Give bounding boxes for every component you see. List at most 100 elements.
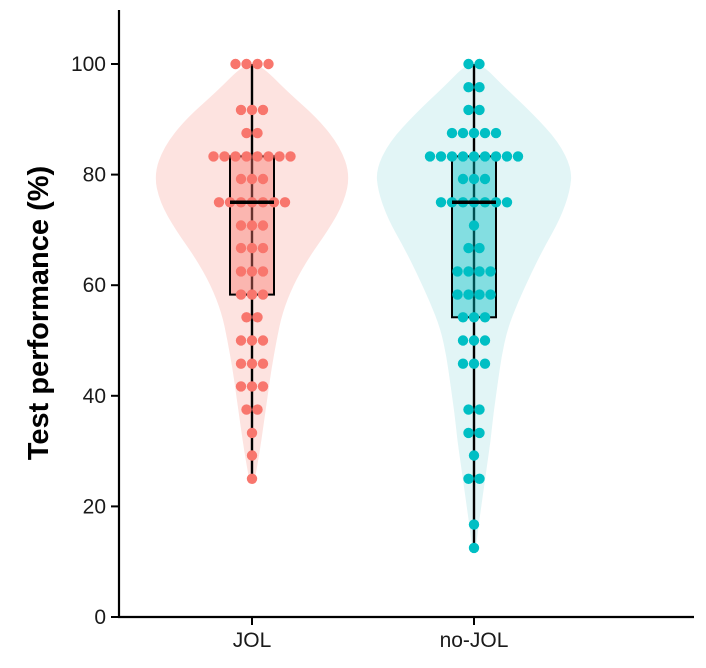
data-point-no-jol (457, 151, 469, 162)
y-tick-label-40: 40 (83, 385, 106, 408)
data-point-jol (257, 242, 269, 254)
data-point-jol (235, 358, 247, 369)
data-point-jol (213, 197, 225, 208)
data-point-jol (241, 58, 252, 70)
data-point-no-jol (468, 358, 480, 369)
data-point-no-jol (490, 151, 502, 162)
data-point-jol (235, 266, 247, 277)
data-point-no-jol (474, 289, 485, 300)
data-point-jol (235, 220, 247, 231)
data-point-jol (241, 404, 252, 415)
data-point-jol (241, 151, 252, 162)
data-point-no-jol (468, 173, 480, 185)
data-point-no-jol (512, 151, 524, 162)
data-point-no-jol (435, 151, 447, 162)
data-point-no-jol (501, 197, 513, 208)
data-point-jol (257, 220, 269, 231)
data-point-no-jol (490, 127, 502, 139)
data-point-no-jol (452, 289, 463, 300)
data-point-no-jol (474, 473, 485, 484)
data-point-no-jol (501, 151, 513, 162)
y-tick-label-80: 80 (83, 164, 106, 187)
data-point-no-jol (468, 519, 480, 530)
data-point-no-jol (457, 173, 469, 185)
data-point-no-jol (468, 312, 480, 323)
data-point-jol (252, 151, 263, 162)
data-point-no-jol (457, 312, 469, 323)
data-point-no-jol (452, 266, 463, 277)
data-point-jol (257, 266, 269, 277)
data-point-jol (246, 450, 258, 461)
data-point-no-jol (485, 266, 496, 277)
data-point-no-jol (463, 289, 474, 300)
data-point-jol (257, 104, 269, 116)
data-point-jol (257, 358, 269, 369)
data-point-jol (285, 151, 296, 162)
violins-layer (155, 64, 572, 548)
data-point-jol (257, 381, 269, 392)
data-point-no-jol (463, 404, 474, 415)
x-tick-label-jol: JOL (233, 629, 272, 652)
data-point-no-jol (474, 82, 485, 93)
data-point-no-jol (479, 335, 491, 346)
data-point-jol (279, 197, 291, 208)
data-point-jol (246, 242, 258, 254)
y-tick-label-100: 100 (71, 53, 106, 76)
data-point-no-jol (446, 151, 458, 162)
data-point-jol (235, 104, 247, 116)
data-point-jol (246, 220, 258, 231)
data-point-jol (257, 173, 269, 185)
data-point-jol (235, 289, 247, 300)
data-point-no-jol (463, 427, 474, 439)
data-point-jol (246, 381, 258, 392)
data-point-jol (252, 312, 263, 323)
data-point-no-jol (479, 151, 491, 162)
data-point-no-jol (474, 427, 485, 439)
data-point-jol (246, 173, 258, 185)
data-point-no-jol (479, 173, 491, 185)
y-tick-label-0: 0 (94, 606, 106, 629)
points-layer (208, 58, 524, 554)
data-point-jol (246, 335, 258, 346)
data-point-jol (257, 289, 269, 300)
data-point-jol (263, 58, 274, 70)
data-point-no-jol (457, 335, 469, 346)
data-point-jol (263, 151, 274, 162)
data-point-no-jol (479, 312, 491, 323)
data-point-no-jol (457, 127, 469, 139)
data-point-no-jol (474, 58, 485, 70)
data-point-jol (246, 104, 258, 116)
data-point-jol (219, 151, 230, 162)
data-point-no-jol (463, 473, 474, 484)
data-point-jol (246, 473, 258, 484)
x-tick-label-no-jol: no-JOL (440, 629, 509, 652)
data-point-no-jol (479, 127, 491, 139)
data-point-jol (252, 58, 263, 70)
data-point-no-jol (457, 358, 469, 369)
data-point-no-jol (446, 127, 458, 139)
data-point-no-jol (468, 450, 480, 461)
data-point-no-jol (474, 242, 485, 254)
data-point-no-jol (468, 127, 480, 139)
data-point-no-jol (463, 82, 474, 93)
data-point-jol (235, 173, 247, 185)
data-point-no-jol (435, 197, 447, 208)
data-point-no-jol (468, 335, 480, 346)
data-point-no-jol (474, 404, 485, 415)
data-point-no-jol (474, 104, 485, 116)
data-point-no-jol (463, 104, 474, 116)
data-point-jol (241, 312, 252, 323)
data-point-jol (274, 151, 285, 162)
data-point-no-jol (463, 242, 474, 254)
data-point-no-jol (463, 58, 474, 70)
y-ticks: 0 20 40 60 80 100 (71, 53, 119, 629)
data-point-no-jol (474, 266, 485, 277)
data-point-jol (246, 427, 258, 439)
data-point-jol (246, 289, 258, 300)
data-point-jol (241, 127, 252, 139)
data-point-jol (252, 127, 263, 139)
data-point-no-jol (479, 358, 491, 369)
data-point-jol (252, 404, 263, 415)
data-point-no-jol (463, 266, 474, 277)
